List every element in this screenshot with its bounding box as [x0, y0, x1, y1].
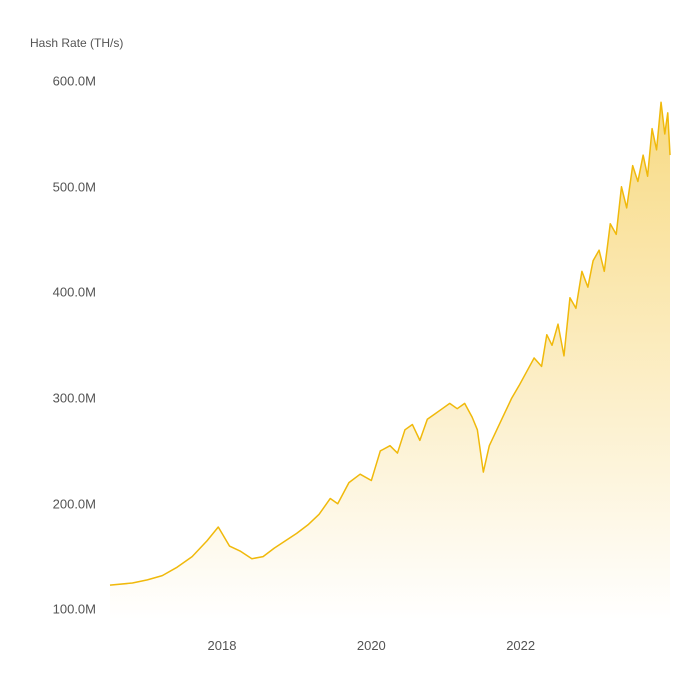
y-tick-label: 300.0M	[36, 391, 96, 406]
y-tick-label: 600.0M	[36, 74, 96, 89]
y-tick-label: 400.0M	[36, 285, 96, 300]
area-fill	[110, 102, 670, 620]
y-tick-label: 200.0M	[36, 496, 96, 511]
chart-plot-area	[0, 0, 700, 683]
x-tick-label: 2022	[506, 638, 535, 653]
y-tick-label: 500.0M	[36, 179, 96, 194]
x-tick-label: 2018	[208, 638, 237, 653]
x-tick-label: 2020	[357, 638, 386, 653]
y-tick-label: 100.0M	[36, 602, 96, 617]
hashrate-chart: Hash Rate (TH/s) 100.0M200.0M300.0M400.0…	[0, 0, 700, 683]
